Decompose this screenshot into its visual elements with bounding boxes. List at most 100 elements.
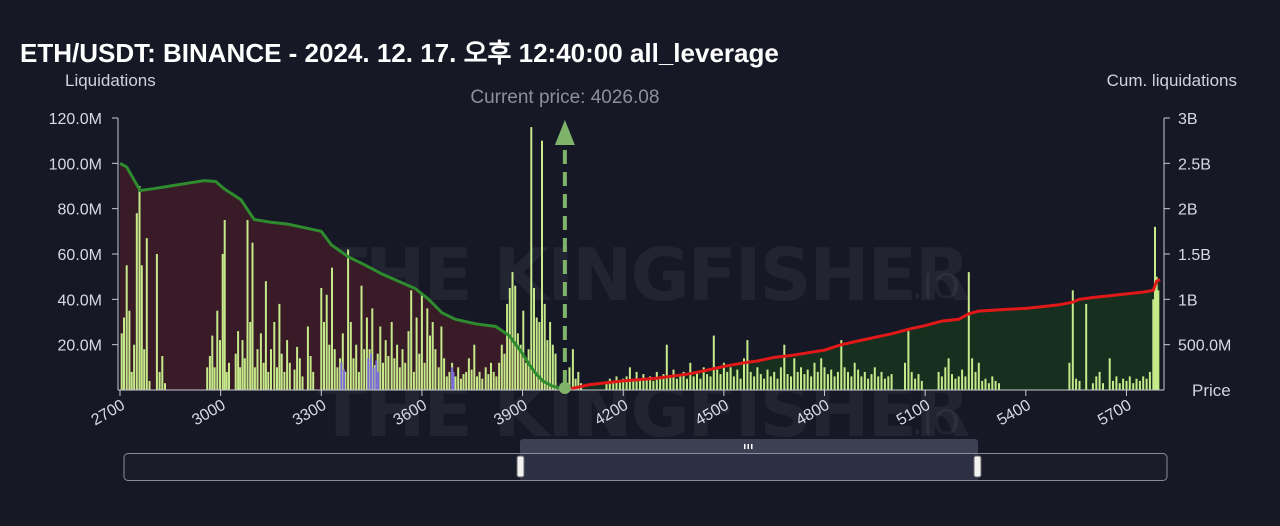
navigator-right-handle[interactable]: [973, 455, 982, 478]
liquidation-bar: [270, 349, 272, 390]
liquidation-bar: [998, 383, 1000, 390]
liquidation-bar: [492, 371, 495, 390]
liquidation-bar: [957, 376, 960, 390]
liquidation-bar: [535, 317, 538, 390]
liquidation-bar: [267, 371, 270, 390]
liquidation-bar: [853, 362, 856, 390]
liquidation-bar: [123, 317, 125, 390]
liquidation-bar: [820, 358, 823, 390]
liquidation-bar: [418, 353, 421, 390]
liquidation-bar: [443, 358, 446, 390]
y-right-tick-label: 500.0M: [1178, 338, 1231, 355]
liquidation-bar: [533, 288, 535, 390]
liquidation-bar: [431, 322, 434, 390]
liquidation-bar: [481, 378, 484, 390]
liquidation-bar: [296, 346, 299, 390]
liquidation-bar: [293, 369, 296, 390]
liquidation-bar: [390, 322, 393, 390]
liquidation-bar: [440, 326, 443, 390]
liquidation-bar: [719, 374, 722, 390]
liquidation-bar: [387, 356, 390, 390]
liquidation-bar: [1075, 378, 1078, 390]
liquidation-bar: [519, 344, 522, 390]
liquidation-bar: [363, 349, 366, 390]
liquidation-bar: [702, 367, 705, 390]
liquidation-bar: [237, 331, 240, 390]
liquidation-bar: [571, 349, 574, 390]
navigator-selected-range[interactable]: [520, 454, 978, 480]
liquidation-bar: [773, 371, 776, 390]
liquidation-bar: [608, 378, 611, 390]
liquidation-bar: [652, 380, 655, 390]
liquidation-bar: [420, 294, 423, 390]
liquidation-bar: [336, 367, 339, 390]
cum-left-line: [119, 161, 566, 392]
liquidation-bar: [241, 340, 244, 390]
liquidation-bar: [692, 376, 695, 390]
liquidation-bar: [503, 353, 506, 390]
liquidation-bar: [243, 358, 246, 390]
range-navigator[interactable]: [123, 439, 1168, 481]
liquidation-bar: [786, 374, 789, 390]
liquidation-bar: [1095, 376, 1098, 390]
liquidation-bar: [937, 371, 940, 390]
liquidation-bar: [605, 383, 608, 390]
liquidation-bar: [873, 367, 876, 390]
liquidation-bar: [426, 308, 429, 390]
liquidation-bar: [323, 322, 325, 390]
navigator-grip-1: [744, 444, 746, 449]
liquidation-bar: [649, 376, 652, 390]
liquidation-bar: [216, 310, 219, 390]
liquidation-bar: [128, 310, 131, 390]
liquidation-bar: [138, 186, 141, 390]
liquidation-bar: [164, 383, 166, 390]
liquidation-bar: [454, 376, 457, 390]
liquidation-bar: [991, 376, 994, 390]
liquidation-bar: [836, 371, 839, 390]
liquidation-bar: [278, 303, 281, 390]
liquidation-bar: [423, 362, 426, 390]
navigator-left-handle[interactable]: [516, 455, 525, 478]
liquidation-bar: [877, 376, 880, 390]
liquidation-bar: [239, 367, 242, 390]
liquidation-bar: [246, 220, 249, 390]
liquidation-bar: [981, 380, 984, 390]
liquidation-bar: [276, 367, 278, 390]
liquidation-bar: [577, 371, 580, 390]
liquidation-bar: [974, 371, 977, 390]
liquidation-bar: [709, 376, 712, 390]
liquidation-bar: [665, 344, 668, 390]
liquidation-bar: [944, 367, 947, 390]
liquidation-bar: [320, 288, 323, 390]
cum-left-area: [120, 163, 565, 390]
liquidation-bar: [662, 374, 665, 390]
liquidation-bar: [407, 331, 410, 390]
liquidation-bar: [1085, 303, 1088, 390]
liquidation-bar: [776, 378, 779, 390]
liquidation-bar: [749, 371, 752, 390]
liquidation-bar: [120, 333, 123, 390]
x-tick-label: 2700: [89, 397, 128, 430]
liquidation-bar: [686, 378, 688, 390]
liquidation-bar: [339, 358, 342, 390]
liquidation-bar: [412, 371, 415, 390]
liquidation-bar: [357, 371, 360, 390]
liquidation-bar: [259, 333, 262, 390]
liquidation-bar: [890, 374, 893, 390]
liquidation-bar: [379, 326, 382, 390]
liquidation-bar: [679, 376, 682, 390]
liquidation-bar: [743, 358, 745, 390]
liquidation-bar: [344, 371, 347, 390]
liquidation-bar: [796, 371, 799, 390]
liquidation-bar: [140, 265, 143, 390]
liquidation-bar: [1132, 383, 1135, 390]
liquidation-bar: [669, 376, 672, 390]
liquidation-bar: [1142, 376, 1145, 390]
liquidation-bar: [473, 344, 476, 390]
cumulative-areas: [120, 163, 1160, 390]
liquidation-bar-alt: [375, 360, 378, 390]
liquidation-bar: [756, 367, 759, 390]
current-price-label: Current price: 4026.08: [470, 87, 659, 108]
liquidation-bar: [130, 371, 133, 390]
